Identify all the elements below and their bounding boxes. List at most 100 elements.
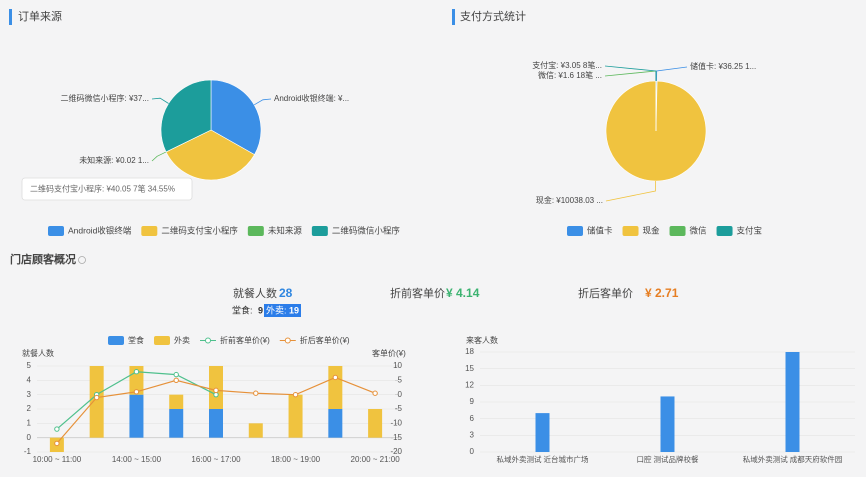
legend-swatch <box>48 226 64 236</box>
line-point <box>213 387 219 394</box>
legend-label: 二维码支付宝小程序 <box>161 225 238 235</box>
y-tick-label: 4 <box>27 375 32 384</box>
x-tick-label: 口腔 测试品牌校餐 <box>636 454 699 464</box>
legend-swatch <box>567 226 583 236</box>
stat-value: 19 <box>289 305 299 315</box>
axis-title: 客单价(¥) <box>372 348 406 358</box>
slice-label: 支付宝: ¥3.05 8笔... <box>532 60 602 70</box>
legend-label: 储值卡 <box>587 225 613 235</box>
legend-label: 折前客单价(¥) <box>220 335 270 345</box>
leader-line <box>656 66 688 82</box>
bar <box>248 423 263 438</box>
bar <box>209 366 223 409</box>
legend-label: Android收银终端 <box>68 225 132 235</box>
section-title: 门店顾客概况 <box>10 252 76 266</box>
bar <box>660 396 675 452</box>
stat-value: 9 <box>258 305 263 315</box>
section-bar <box>9 9 12 25</box>
y-tick-label: 6 <box>470 414 475 423</box>
legend-swatch <box>154 336 170 345</box>
x-tick-label: 16:00 ~ 17:00 <box>191 455 241 464</box>
line-point <box>173 377 179 384</box>
section-title: 支付方式统计 <box>460 9 526 23</box>
y-tick-label: 18 <box>465 347 474 356</box>
legend-swatch <box>284 337 291 344</box>
info-icon[interactable] <box>78 256 86 264</box>
stat-label: 堂食: <box>232 304 253 315</box>
legend-label: 未知来源 <box>268 225 303 235</box>
y2-tick-label: -10 <box>390 418 402 427</box>
y-tick-label: 0 <box>27 433 32 442</box>
y2-tick-label: -15 <box>390 433 402 442</box>
y-tick-label: 2 <box>27 404 32 413</box>
line-point <box>54 426 60 432</box>
legend-swatch <box>205 337 211 344</box>
tooltip-text: 二维码支付宝小程序: ¥40.05 7笔 34.55% <box>30 184 175 194</box>
line-point <box>93 394 100 401</box>
stat-value: 28 <box>279 286 293 300</box>
y-tick-label: 3 <box>470 430 475 439</box>
legend-swatch <box>108 336 124 345</box>
y-tick-label: -1 <box>24 447 32 456</box>
legend-swatch <box>622 226 639 236</box>
bar <box>535 413 550 452</box>
legend-label: 微信 <box>690 225 708 235</box>
leader-line <box>151 151 167 162</box>
y2-tick-label: 10 <box>393 361 402 370</box>
legend-swatch <box>311 226 328 236</box>
line-point <box>213 391 219 398</box>
y-tick-label: 0 <box>470 447 475 456</box>
y-tick-label: 9 <box>470 397 475 406</box>
slice-label: 储值卡: ¥36.25 1... <box>690 61 756 71</box>
legend-label: 外卖 <box>174 335 190 345</box>
line-point <box>173 371 179 378</box>
tooltip-box <box>21 177 193 201</box>
leader-line <box>151 97 169 104</box>
bar <box>288 394 303 438</box>
slice-label: 未知来源: ¥0.02 1... <box>79 155 149 165</box>
section-bar <box>452 9 455 25</box>
line-point <box>253 390 259 396</box>
line-point <box>133 389 140 395</box>
stat-value: ¥ 2.71 <box>645 286 679 300</box>
section-title: 订单来源 <box>18 9 62 23</box>
slice-label: 现金: ¥10038.03 ... <box>536 195 603 205</box>
axis-title: 来客人数 <box>466 335 498 345</box>
y-tick-label: 12 <box>465 380 474 389</box>
legend-label: 二维码微信小程序 <box>332 225 401 235</box>
bar <box>169 409 184 438</box>
leader-line <box>604 65 657 82</box>
slice-label: 微信: ¥1.6 18笔 ... <box>538 70 602 80</box>
pie-slice <box>165 129 255 181</box>
bar <box>785 352 800 452</box>
leader-line <box>605 180 656 202</box>
legend-label: 折后客单价(¥) <box>300 335 350 345</box>
y2-tick-label: -20 <box>390 447 402 456</box>
line-point <box>292 391 299 398</box>
x-tick-label: 10:00 ~ 11:00 <box>33 455 82 464</box>
slice-label: Android收银终端: ¥... <box>274 93 349 103</box>
y-tick-label: 5 <box>27 361 32 370</box>
legend-label: 堂食 <box>128 335 144 345</box>
legend-label: 支付宝 <box>737 225 763 235</box>
y2-tick-label: 5 <box>398 375 403 384</box>
slice-label: 二维码微信小程序: ¥37... <box>61 93 149 103</box>
bar <box>89 366 104 438</box>
bar <box>169 394 184 409</box>
legend-swatch <box>247 226 264 236</box>
y-tick-label: 15 <box>465 364 474 373</box>
stat-label: 折前客单价 <box>390 286 445 300</box>
x-tick-label: 20:00 ~ 21:00 <box>351 455 401 464</box>
bar <box>328 409 343 438</box>
line-point <box>332 374 339 381</box>
leader-line <box>254 98 272 106</box>
stat-label: 就餐人数 <box>233 286 277 300</box>
y2-tick-label: -5 <box>395 404 403 413</box>
y-tick-label: 3 <box>27 390 32 399</box>
x-tick-label: 私域外卖测试 成都天府软件园 <box>743 454 843 464</box>
y-tick-label: 1 <box>27 418 32 427</box>
line-point <box>372 390 378 396</box>
bar <box>328 366 343 409</box>
